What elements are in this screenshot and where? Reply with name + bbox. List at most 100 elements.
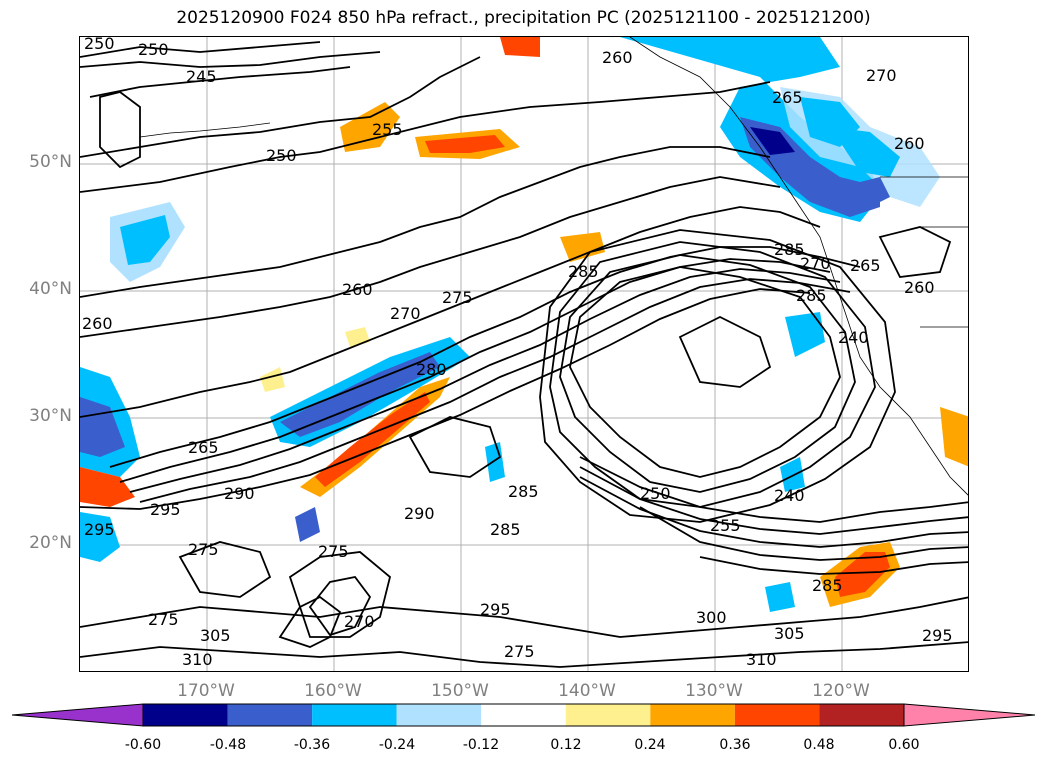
contour-label: 275 — [188, 540, 219, 559]
contour-label: 260 — [82, 314, 113, 333]
lat-label-50n: 50°N — [29, 152, 72, 172]
contour-label: 275 — [318, 542, 349, 561]
precip-region-negative — [785, 312, 825, 357]
precip-region-negative — [840, 177, 890, 212]
colorbar-tick-label: -0.60 — [124, 737, 162, 753]
contour-label: 265 — [188, 438, 219, 457]
colorbar-tick-label: 0.12 — [550, 737, 582, 753]
lat-label-30n: 30°N — [29, 406, 72, 426]
contour-label: 285 — [508, 482, 539, 501]
colorbar-cell — [481, 704, 566, 726]
contour-label: 250 — [138, 40, 169, 59]
contour-label: 295 — [84, 520, 115, 539]
contour-label: 240 — [774, 486, 805, 505]
lon-label-140w: 140°W — [558, 681, 616, 701]
precip-region-positive — [560, 232, 605, 262]
precip-region-negative — [280, 352, 440, 437]
precip-shading — [80, 37, 968, 612]
contour-label: 290 — [404, 504, 435, 523]
lon-label-170w: 170°W — [177, 681, 235, 701]
precip-region-positive — [425, 135, 505, 153]
colorbar-cell — [227, 704, 313, 726]
colorbar-extend-high — [903, 703, 1036, 727]
contour-label: 275 — [148, 610, 179, 629]
contour-label: 305 — [774, 624, 805, 643]
contour-label: 270 — [344, 612, 375, 631]
colorbar-cell — [734, 704, 820, 726]
contour-label: 280 — [416, 360, 447, 379]
map-canvas: 250 250 245 255 250 260 270 265 260 270 … — [80, 37, 968, 671]
precip-region-positive — [340, 102, 400, 152]
precip-region-positive — [315, 392, 430, 487]
contour-label: 250 — [84, 37, 115, 53]
lat-label-20n: 20°N — [29, 533, 72, 553]
colorbar-tick-label: -0.24 — [378, 737, 416, 753]
precip-region-negative — [120, 215, 170, 265]
colorbar-cell — [565, 704, 651, 726]
chart-title: 2025120900 F024 850 hPa refract., precip… — [176, 8, 871, 28]
precip-region-negative — [80, 397, 125, 457]
contour-label: 265 — [772, 88, 803, 107]
precip-region-negative — [780, 457, 805, 492]
contour-label: 260 — [894, 134, 925, 153]
contour-label: 285 — [490, 520, 521, 539]
precip-region-positive — [940, 407, 968, 467]
contour-label: 260 — [602, 48, 633, 67]
contour-label: 310 — [182, 650, 213, 669]
lon-label-150w: 150°W — [431, 681, 489, 701]
colorbar-frame — [142, 703, 905, 727]
contour-label: 245 — [186, 67, 217, 86]
contour-label: 255 — [372, 120, 403, 139]
contour-label: 260 — [342, 280, 373, 299]
precip-region-positive — [835, 552, 890, 597]
precip-region-positive — [345, 327, 370, 347]
contour-label: 310 — [746, 650, 777, 669]
contour-label: 275 — [504, 642, 535, 661]
contour-label: 285 — [796, 286, 827, 305]
contour-label: 270 — [800, 254, 831, 273]
colorbar-tick-label: -0.48 — [209, 737, 247, 753]
precip-region-negative — [750, 127, 795, 155]
contour-label: 285 — [774, 240, 805, 259]
coastline — [139, 37, 968, 496]
colorbar-tick-label: 0.48 — [803, 737, 835, 753]
colorbar-tick-label: 0.60 — [888, 737, 920, 753]
precip-region-negative — [295, 507, 320, 542]
colorbar — [11, 703, 1036, 727]
precip-region-negative — [765, 582, 795, 612]
colorbar-extend-low — [11, 703, 144, 727]
contour-label-layer: 250 250 245 255 250 260 270 265 260 270 … — [82, 37, 953, 669]
contour-label: 255 — [710, 516, 741, 535]
precip-region-negative — [485, 442, 505, 482]
contour-label: 260 — [904, 278, 935, 297]
colorbar-cell — [819, 704, 904, 726]
contour-label: 275 — [442, 288, 473, 307]
lat-label-40n: 40°N — [29, 279, 72, 299]
colorbar-cell — [312, 704, 397, 726]
refractivity-contours — [80, 41, 968, 668]
colorbar-tick-label: 0.24 — [634, 737, 666, 753]
colorbar-cell — [143, 704, 228, 726]
contour-label: 305 — [200, 626, 231, 645]
contour-label: 250 — [266, 146, 297, 165]
contour-label: 295 — [150, 500, 181, 519]
precip-region-negative — [80, 512, 120, 562]
precip-region-negative — [830, 127, 900, 177]
contour-label: 285 — [812, 576, 843, 595]
contour-label: 295 — [922, 626, 953, 645]
colorbar-tick-label: -0.36 — [293, 737, 331, 753]
contour-label: 265 — [850, 256, 881, 275]
colorbar-tick-label: -0.12 — [462, 737, 500, 753]
contour-label: 295 — [480, 600, 511, 619]
map-panel: 250 250 245 255 250 260 270 265 260 270 … — [79, 36, 969, 672]
lon-label-120w: 120°W — [812, 681, 870, 701]
contour-label: 250 — [640, 484, 671, 503]
colorbar-cell — [650, 704, 735, 726]
colorbar-cells — [11, 703, 1036, 727]
contour-label: 270 — [866, 66, 897, 85]
contour-label: 285 — [568, 262, 599, 281]
contour-label: 240 — [838, 328, 869, 347]
contour-label: 290 — [224, 484, 255, 503]
precip-region-positive — [260, 367, 285, 392]
lon-label-130w: 130°W — [685, 681, 743, 701]
